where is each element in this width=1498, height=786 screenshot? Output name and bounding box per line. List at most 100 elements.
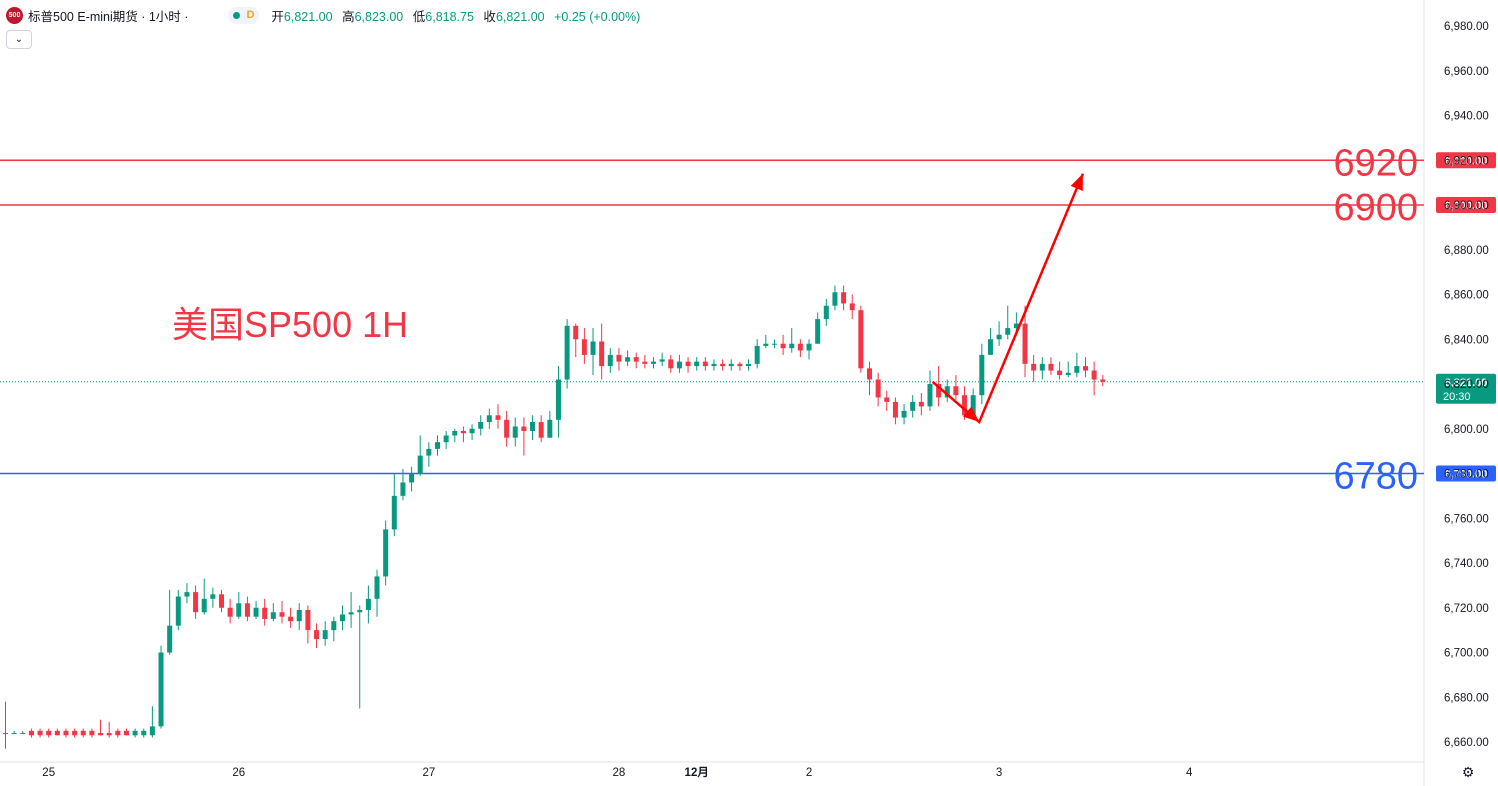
last-price-tag	[1436, 373, 1496, 404]
candle	[149, 706, 155, 738]
candle	[11, 730, 17, 735]
candle	[158, 645, 164, 729]
candle	[746, 359, 752, 371]
data-delay-badge: D	[246, 9, 255, 21]
candle	[815, 312, 821, 344]
candle-body	[547, 419, 553, 438]
candle	[296, 603, 302, 631]
y-tick-label: 6,800.00	[1444, 424, 1489, 436]
candle	[1065, 361, 1071, 378]
candle	[3, 701, 8, 749]
level-axis-label: 6,780.00	[1445, 469, 1488, 481]
candle-body	[469, 428, 475, 434]
candle-body	[193, 592, 199, 613]
candle	[1074, 352, 1080, 378]
candle	[651, 357, 656, 369]
candle-body	[348, 612, 354, 615]
candle-body	[296, 609, 302, 622]
candle-body	[123, 730, 129, 736]
candle	[305, 605, 311, 644]
candle	[478, 415, 484, 436]
candle-body	[564, 325, 570, 380]
y-tick-label: 6,960.00	[1444, 66, 1489, 78]
candle-body	[219, 594, 224, 608]
candle-body	[858, 310, 864, 369]
candle-body	[720, 363, 726, 367]
candle-body	[184, 592, 190, 597]
market-status[interactable]: D	[228, 6, 260, 24]
candle	[115, 728, 121, 738]
candle	[314, 623, 320, 649]
candle	[486, 408, 492, 429]
y-tick-label: 6,920.00	[1444, 155, 1489, 167]
close-value: 6,821.00	[495, 9, 545, 24]
candle-body	[426, 448, 432, 456]
candle-body	[11, 733, 17, 735]
candle-body	[962, 395, 968, 416]
x-tick-label: 4	[1186, 767, 1193, 779]
candle	[417, 435, 423, 476]
candle	[1013, 312, 1019, 333]
candle-body	[262, 607, 268, 619]
candle-body	[20, 733, 26, 735]
last-price-label: 6,821.00	[1445, 377, 1488, 389]
candle	[504, 410, 510, 447]
candle	[495, 404, 501, 429]
candle	[711, 359, 717, 371]
x-tick-label: 12月	[685, 766, 709, 779]
candle-body	[927, 384, 933, 407]
candle-body	[754, 345, 760, 364]
candle	[538, 415, 544, 443]
symbol-title[interactable]: 标普500 E-mini期货 · 1小时 ·	[28, 9, 189, 24]
candle-body	[253, 607, 259, 617]
candle-body	[936, 384, 942, 398]
candle	[547, 410, 553, 438]
candle	[435, 435, 440, 456]
candle	[72, 728, 78, 738]
candle	[797, 339, 803, 358]
candle-body	[54, 730, 60, 736]
candle	[201, 578, 207, 615]
candle-body	[167, 625, 173, 653]
candle	[452, 428, 458, 443]
legend-collapse-button[interactable]: ⌄	[6, 30, 32, 49]
candle	[694, 357, 700, 371]
candle-body	[443, 435, 449, 443]
candle	[1039, 357, 1045, 380]
candle	[106, 721, 112, 738]
y-tick-label: 6,820.00	[1444, 379, 1489, 391]
candle-body	[400, 482, 406, 496]
low-label: 低	[412, 9, 426, 24]
symbol-logo[interactable]: 500	[6, 6, 23, 24]
candle-body	[452, 430, 458, 436]
candle-body	[642, 361, 648, 364]
candle-body	[1039, 363, 1045, 371]
candle	[193, 585, 199, 619]
settings-gear-icon[interactable]: ⚙	[1461, 765, 1475, 781]
candle-body	[970, 395, 976, 416]
candle-body	[106, 733, 112, 736]
candle-body	[365, 598, 371, 610]
candle-body	[1048, 363, 1054, 371]
candle	[875, 372, 881, 407]
candle	[141, 728, 147, 738]
candle	[253, 601, 259, 619]
candle-body	[132, 730, 138, 736]
candle-body	[305, 609, 311, 631]
candle-body	[1083, 366, 1088, 371]
candle-body	[210, 594, 216, 599]
candle	[1100, 375, 1106, 387]
candle-body	[910, 401, 916, 411]
candle	[46, 728, 52, 738]
candle-body	[1074, 366, 1080, 373]
candle-body	[633, 357, 639, 362]
y-tick-label: 6,860.00	[1444, 290, 1489, 302]
candle	[918, 392, 924, 416]
x-tick-label: 25	[42, 767, 55, 779]
candle-body	[115, 730, 121, 736]
candle-body	[339, 614, 345, 622]
candle-body	[590, 341, 596, 355]
candle-body	[3, 733, 8, 735]
level-axis-label: 6,920.00	[1445, 155, 1488, 167]
